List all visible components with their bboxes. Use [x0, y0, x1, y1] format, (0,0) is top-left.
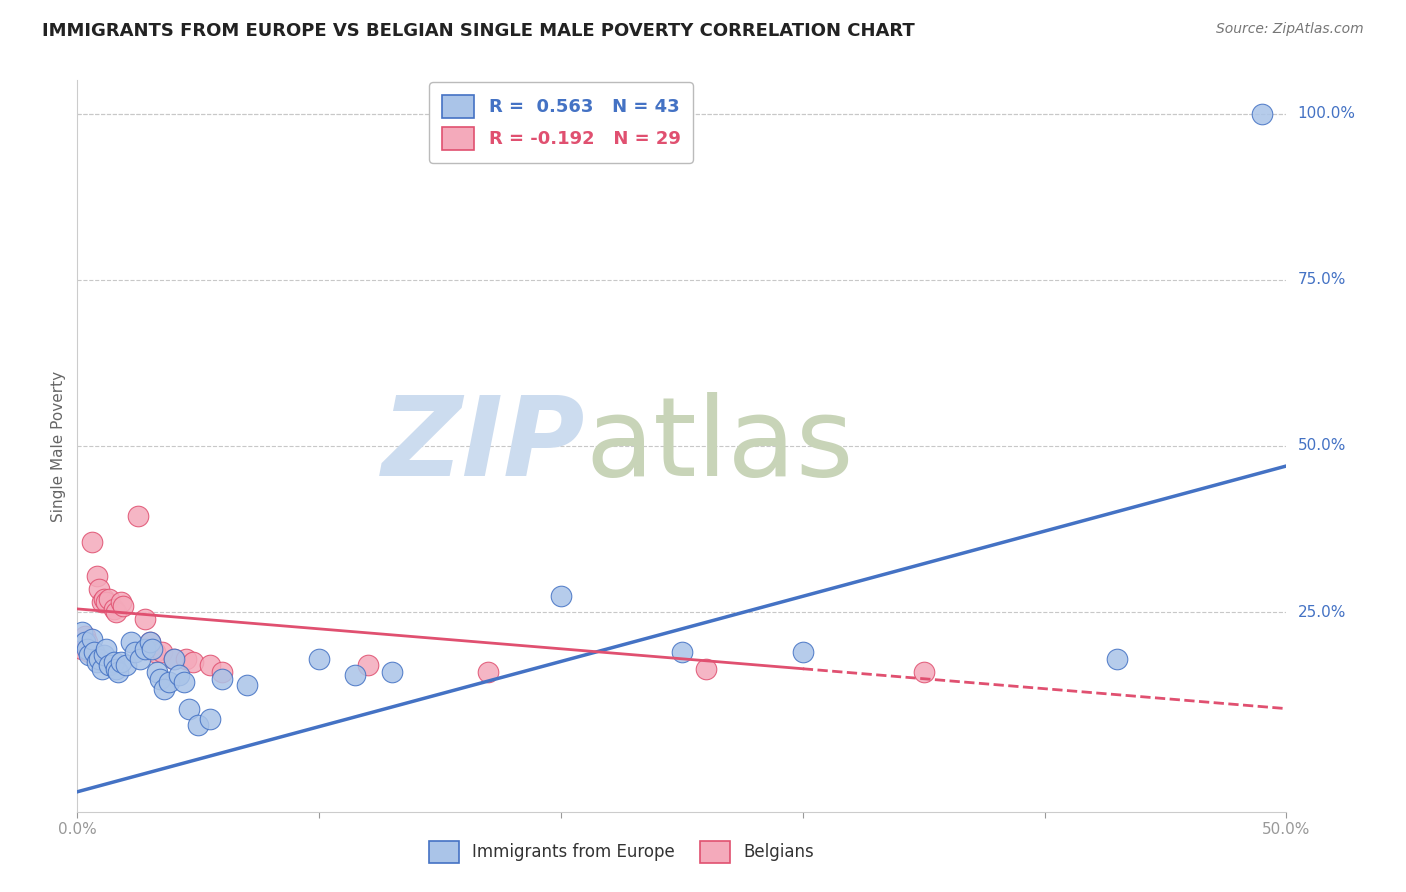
Point	[76, 641, 98, 656]
Point	[97, 658, 120, 673]
Point	[87, 582, 110, 596]
Point	[211, 672, 233, 686]
Text: Source: ZipAtlas.com: Source: ZipAtlas.com	[1216, 22, 1364, 37]
Point	[127, 508, 149, 523]
Point	[96, 641, 118, 656]
Text: IMMIGRANTS FROM EUROPE VS BELGIAN SINGLE MALE POVERTY CORRELATION CHART: IMMIGRANTS FROM EUROPE VS BELGIAN SINGLE…	[42, 22, 915, 40]
Point	[139, 635, 162, 649]
Point	[200, 658, 222, 673]
Point	[163, 652, 186, 666]
Point	[381, 665, 404, 679]
Point	[79, 648, 101, 663]
Point	[107, 665, 129, 679]
Text: 75.0%: 75.0%	[1298, 272, 1346, 287]
Text: 100.0%: 100.0%	[1298, 106, 1355, 121]
Point	[344, 668, 367, 682]
Point	[356, 658, 378, 673]
Point	[70, 625, 93, 640]
Point	[87, 652, 110, 666]
Point	[174, 652, 197, 666]
Point	[141, 641, 163, 656]
Point	[200, 712, 222, 726]
Point	[90, 662, 112, 676]
Point	[93, 648, 115, 663]
Point	[912, 665, 935, 679]
Point	[105, 662, 128, 676]
Point	[143, 645, 166, 659]
Text: 25.0%: 25.0%	[1298, 605, 1346, 620]
Point	[173, 675, 195, 690]
Point	[148, 672, 170, 686]
Point	[73, 628, 96, 642]
Point	[177, 701, 200, 715]
Point	[550, 589, 572, 603]
Point	[103, 655, 125, 669]
Point	[153, 681, 176, 696]
Point	[73, 635, 96, 649]
Text: atlas: atlas	[585, 392, 853, 500]
Point	[114, 658, 136, 673]
Point	[76, 635, 98, 649]
Point	[86, 568, 108, 582]
Point	[134, 641, 156, 656]
Point	[79, 645, 101, 659]
Point	[183, 655, 205, 669]
Point	[80, 632, 103, 646]
Y-axis label: Single Male Poverty: Single Male Poverty	[51, 370, 66, 522]
Point	[1251, 106, 1274, 120]
Point	[477, 665, 499, 679]
Point	[97, 591, 120, 606]
Point	[163, 652, 186, 666]
Text: ZIP: ZIP	[381, 392, 585, 500]
Point	[157, 675, 180, 690]
Point	[134, 612, 156, 626]
Point	[120, 635, 142, 649]
Point	[93, 591, 115, 606]
Point	[86, 655, 108, 669]
Point	[129, 652, 152, 666]
Point	[124, 645, 146, 659]
Point	[80, 535, 103, 549]
Point	[139, 635, 162, 649]
Point	[671, 645, 693, 659]
Point	[70, 641, 93, 656]
Point	[105, 605, 128, 619]
Point	[1107, 652, 1129, 666]
Point	[150, 645, 173, 659]
Point	[308, 652, 330, 666]
Point	[96, 595, 118, 609]
Point	[695, 662, 717, 676]
Point	[83, 645, 105, 659]
Point	[167, 668, 190, 682]
Point	[110, 595, 132, 609]
Point	[103, 602, 125, 616]
Point	[187, 718, 209, 732]
Point	[235, 678, 257, 692]
Point	[90, 595, 112, 609]
Legend: Immigrants from Europe, Belgians: Immigrants from Europe, Belgians	[422, 835, 821, 869]
Point	[112, 599, 135, 613]
Text: 50.0%: 50.0%	[1298, 439, 1346, 453]
Point	[110, 655, 132, 669]
Point	[146, 665, 169, 679]
Point	[211, 665, 233, 679]
Point	[792, 645, 814, 659]
